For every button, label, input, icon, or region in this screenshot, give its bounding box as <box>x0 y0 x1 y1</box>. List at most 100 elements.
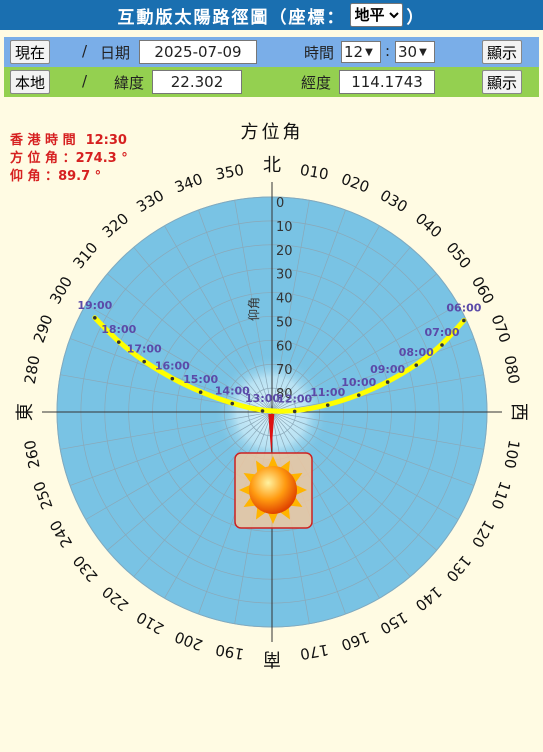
local-button[interactable]: 本地 <box>10 70 51 94</box>
azimuth-tick-label: 070 <box>487 312 514 345</box>
hour-dot <box>325 403 330 407</box>
azimuth-spoke <box>164 411 273 599</box>
hour-dot <box>292 409 297 414</box>
azimuth-value: 274.3 ° <box>75 151 128 166</box>
hour-label: 10:00 <box>341 376 376 389</box>
show-button[interactable]: 顯示 <box>482 40 523 64</box>
sun-icon <box>249 466 297 514</box>
azimuth-spoke <box>60 411 273 450</box>
azimuth-tick-label: 020 <box>339 170 372 197</box>
azimuth-spoke <box>271 411 437 551</box>
show-button[interactable]: 顯示 <box>482 70 523 94</box>
azimuth-spoke <box>85 411 273 520</box>
hour-label: 16:00 <box>155 360 190 373</box>
azimuth-spoke <box>164 225 273 413</box>
azimuth-tick-label: 170 <box>299 640 330 663</box>
azimuth-tick-label: 220 <box>99 582 133 614</box>
azimuth-tick-label: 040 <box>412 209 446 241</box>
hour-select[interactable]: 12 ▼ <box>341 41 381 63</box>
north-label: 北 <box>263 155 281 176</box>
azimuth-spoke <box>133 411 273 577</box>
chevron-down-icon: ▼ <box>365 46 373 58</box>
azimuth-tick-label: 100 <box>500 439 523 470</box>
hour-label: 11:00 <box>310 386 345 399</box>
hour-dot <box>440 343 444 347</box>
elevation-tick-label: 40 <box>276 292 293 307</box>
azimuth-spoke <box>271 411 411 577</box>
azimuth-tick-label: 200 <box>172 627 205 654</box>
hour-label: 12:00 <box>277 392 312 405</box>
west-label: 西 <box>508 403 529 421</box>
hk-time-value: 12:30 <box>85 133 127 148</box>
hour-label: 19:00 <box>77 299 112 312</box>
hour-dot <box>230 401 235 406</box>
elevation-tick-label: 20 <box>276 244 293 259</box>
date-time-row: 現在 / 日期 2025-07-09 時間 12 ▼ : 30 ▼ 顯示 <box>4 37 539 67</box>
azimuth-tick-label: 130 <box>442 552 474 586</box>
chevron-down-icon: ▼ <box>419 46 427 58</box>
time-colon: : <box>385 42 391 60</box>
azimuth-spoke <box>85 304 273 413</box>
elevation-tick-label: 50 <box>276 315 293 330</box>
azimuth-tick-label: 120 <box>468 517 498 551</box>
elevation-tick-label: 60 <box>276 339 293 354</box>
hour-dot <box>170 376 175 381</box>
hour-dot <box>142 359 146 364</box>
south-label: 南 <box>263 648 281 669</box>
azimuth-tick-label: 300 <box>46 273 76 307</box>
sun-pointer <box>268 413 275 454</box>
azimuth-spoke <box>271 411 459 520</box>
coordinate-select[interactable]: 地平 <box>349 3 403 27</box>
azimuth-spoke <box>271 411 380 599</box>
date-input[interactable]: 2025-07-09 <box>139 40 257 64</box>
azimuth-tick-label: 080 <box>500 354 523 385</box>
azimuth-title: 方位角 <box>241 122 304 143</box>
azimuth-spoke <box>133 247 273 413</box>
longitude-input[interactable]: 114.1743 <box>339 70 435 94</box>
azimuth-tick-label: 350 <box>214 161 245 184</box>
azimuth-tick-label: 030 <box>377 186 411 216</box>
now-button[interactable]: 現在 <box>10 40 51 64</box>
elevation-tick-label: 80 <box>276 387 293 402</box>
azimuth-spoke <box>271 209 346 413</box>
hour-value: 12 <box>344 43 364 61</box>
azimuth-tick-label: 230 <box>69 552 101 586</box>
azimuth-tick-label: 250 <box>30 479 57 512</box>
azimuth-tick-label: 260 <box>21 439 44 470</box>
longitude-label: 經度 <box>301 74 332 92</box>
azimuth-spoke <box>271 200 310 413</box>
azimuth-spoke <box>271 273 437 413</box>
azimuth-spoke <box>271 411 484 450</box>
date-label: 日期 <box>100 44 131 62</box>
latitude-input[interactable]: 22.302 <box>152 70 242 94</box>
azimuth-tick-label: 280 <box>21 354 44 385</box>
azimuth-spoke <box>271 411 475 486</box>
azimuth-tick-label: 310 <box>69 239 101 273</box>
azimuth-spoke <box>107 273 273 413</box>
elevation-value: 89.7 ° <box>58 169 102 184</box>
hour-label: 14:00 <box>215 385 250 398</box>
hour-label: 09:00 <box>370 363 405 376</box>
azimuth-spoke <box>271 304 459 413</box>
sun-info-panel: 香 港 時 間 12:30 方 位 角 ：274.3 ° 仰 角 ：89.7 ° <box>10 132 128 186</box>
hour-dot <box>116 340 121 344</box>
elevation-tick-label: 30 <box>276 268 293 283</box>
elevation-tick-label: 70 <box>276 363 293 378</box>
hour-dot <box>356 393 361 397</box>
separator: / <box>82 72 88 90</box>
hour-label: 17:00 <box>127 343 162 356</box>
azimuth-spoke <box>271 247 411 413</box>
minute-select[interactable]: 30 ▼ <box>395 41 435 63</box>
location-row: 本地 / 緯度 22.302 經度 114.1743 顯示 <box>4 67 539 97</box>
page-title: 互動版太陽路徑圖（座標： <box>117 7 346 28</box>
elevation-tick-label: 0 <box>276 196 284 211</box>
hour-label: 07:00 <box>425 326 460 339</box>
elevation-tick-label: 10 <box>276 220 293 235</box>
hour-label: 13:00 <box>245 392 280 405</box>
azimuth-tick-label: 110 <box>487 479 514 512</box>
sun-path-curve <box>92 315 467 414</box>
azimuth-tick-label: 330 <box>133 186 167 216</box>
hour-dot <box>198 390 203 395</box>
azimuth-label: 方 位 角 ： <box>10 151 76 166</box>
